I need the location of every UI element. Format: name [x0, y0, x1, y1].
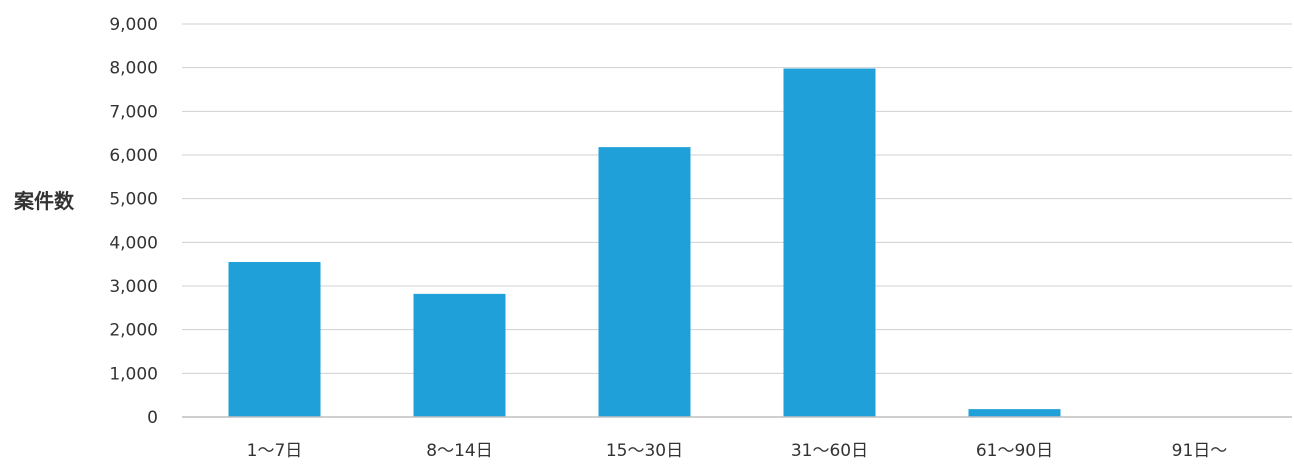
x-tick-label: 1～7日 — [247, 441, 303, 461]
x-tick-labels: 1～7日 8～14日 15～30日 31～60日 61～90日 91日～ — [247, 441, 1228, 461]
y-tick-label: 8,000 — [109, 59, 158, 79]
gridlines — [182, 23, 1292, 374]
y-tick-label: 7,000 — [109, 102, 158, 122]
y-tick-labels: 0 1,000 2,000 3,000 4,000 5,000 6,000 7,000 8,00… — [109, 15, 158, 428]
y-tick-label: 3,000 — [109, 277, 158, 297]
bar-5 — [968, 409, 1061, 417]
bars — [228, 68, 1061, 417]
x-tick-label: 61～90日 — [976, 441, 1053, 461]
x-tick-label: 91日～ — [1172, 441, 1228, 461]
y-tick-label: 5,000 — [109, 190, 158, 210]
bar-1 — [228, 261, 321, 417]
bar-3 — [598, 147, 691, 417]
bar-4 — [783, 68, 876, 417]
y-tick-label: 0 — [147, 408, 158, 428]
bar-2 — [413, 293, 506, 417]
y-tick-label: 1,000 — [109, 364, 158, 384]
y-tick-label: 9,000 — [109, 15, 158, 35]
x-tick-label: 31～60日 — [791, 441, 868, 461]
y-tick-label: 6,000 — [109, 146, 158, 166]
x-tick-label: 8～14日 — [426, 441, 492, 461]
y-axis-label: 案件数 — [13, 189, 75, 213]
y-tick-label: 4,000 — [109, 233, 158, 253]
y-tick-label: 2,000 — [109, 321, 158, 341]
x-tick-label: 15～30日 — [606, 441, 683, 461]
